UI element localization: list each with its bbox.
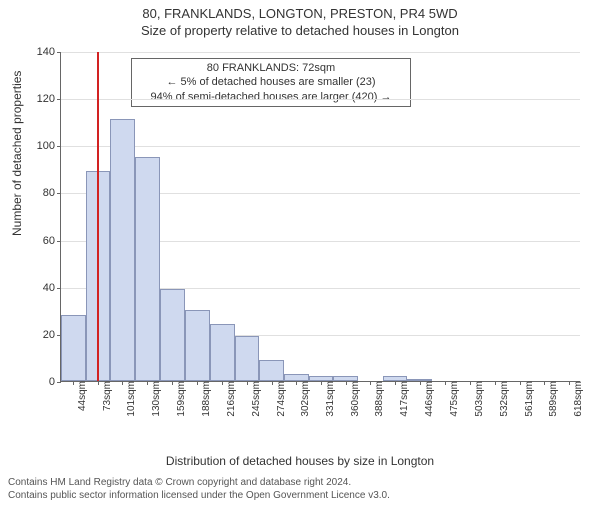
histogram-bar	[185, 310, 210, 381]
footer-line: Contains HM Land Registry data © Crown c…	[8, 477, 390, 490]
annotation-line: ← 5% of detached houses are smaller (23)	[136, 75, 406, 89]
x-tick-label: 331sqm	[321, 381, 336, 417]
x-tick-label: 618sqm	[569, 381, 584, 417]
x-tick-label: 561sqm	[520, 381, 535, 417]
y-tick-label: 0	[49, 376, 61, 388]
annotation-line: 94% of semi-detached houses are larger (…	[136, 90, 406, 104]
x-tick-label: 589sqm	[544, 381, 559, 417]
y-tick-label: 60	[43, 235, 61, 247]
y-tick-label: 120	[37, 93, 61, 105]
x-tick-label: 388sqm	[370, 381, 385, 417]
histogram-bar	[110, 119, 135, 381]
y-axis-label: Number of detached properties	[10, 71, 24, 236]
histogram-bar	[135, 157, 160, 381]
x-axis-label: Distribution of detached houses by size …	[0, 454, 600, 468]
histogram-bar	[284, 374, 309, 381]
x-tick-label: 302sqm	[296, 381, 311, 417]
x-tick-label: 503sqm	[470, 381, 485, 417]
y-tick-label: 20	[43, 329, 61, 341]
histogram-bar	[259, 360, 284, 381]
y-tick-label: 40	[43, 282, 61, 294]
histogram-bar	[235, 336, 259, 381]
y-tick-label: 140	[37, 46, 61, 58]
footer-attribution: Contains HM Land Registry data © Crown c…	[8, 477, 390, 502]
gridline	[61, 99, 580, 100]
x-tick-label: 130sqm	[147, 381, 162, 417]
x-tick-label: 360sqm	[346, 381, 361, 417]
page-subtitle: Size of property relative to detached ho…	[0, 23, 600, 38]
x-tick-label: 274sqm	[272, 381, 287, 417]
x-tick-label: 159sqm	[172, 381, 187, 417]
y-tick-label: 80	[43, 187, 61, 199]
histogram-bar	[160, 289, 184, 381]
x-tick-label: 216sqm	[222, 381, 237, 417]
histogram-bar	[210, 324, 235, 381]
x-tick-label: 188sqm	[197, 381, 212, 417]
x-tick-label: 417sqm	[395, 381, 410, 417]
x-tick-label: 101sqm	[122, 381, 137, 417]
y-tick-label: 100	[37, 140, 61, 152]
histogram-chart: 80 FRANKLANDS: 72sqm ← 5% of detached ho…	[60, 52, 580, 430]
page-title: 80, FRANKLANDS, LONGTON, PRESTON, PR4 5W…	[0, 6, 600, 21]
gridline	[61, 146, 580, 147]
annotation-line: 80 FRANKLANDS: 72sqm	[136, 61, 406, 75]
x-tick-label: 73sqm	[98, 381, 113, 411]
histogram-bar	[61, 315, 86, 381]
gridline	[61, 52, 580, 53]
x-tick-label: 475sqm	[445, 381, 460, 417]
plot-area: 80 FRANKLANDS: 72sqm ← 5% of detached ho…	[60, 52, 580, 382]
x-tick-label: 532sqm	[495, 381, 510, 417]
footer-line: Contains public sector information licen…	[8, 490, 390, 503]
x-tick-label: 446sqm	[420, 381, 435, 417]
x-tick-label: 245sqm	[247, 381, 262, 417]
reference-line	[97, 52, 99, 381]
x-tick-label: 44sqm	[73, 381, 88, 411]
